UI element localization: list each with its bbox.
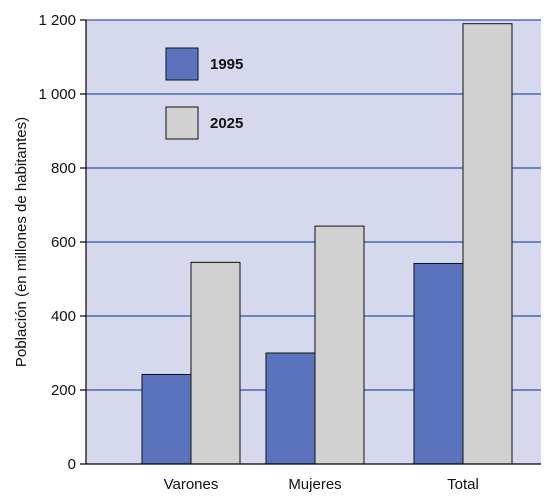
bar-varones-2025 — [190, 261, 241, 465]
legend-swatch-2025 — [165, 106, 199, 140]
y-tick-label: 600 — [51, 234, 76, 251]
y-tick-label: 1 000 — [38, 86, 76, 103]
x-tick-labels: Varones Mujeres Total — [164, 476, 479, 493]
x-tick-label: Varones — [164, 476, 219, 493]
bar-total-2025 — [462, 23, 513, 465]
bar-mujeres-1995 — [265, 352, 316, 465]
bar-mujeres-2025 — [314, 225, 365, 465]
y-tick-label: 200 — [51, 382, 76, 399]
legend-swatch-1995 — [165, 47, 199, 81]
y-tick-labels: 0 200 400 600 800 1 000 1 200 — [38, 12, 76, 473]
y-axis-label: Población (en millones de habitantes) — [13, 117, 30, 367]
bar-total-1995 — [413, 262, 464, 465]
x-tick-label: Mujeres — [288, 476, 341, 493]
y-tick-label: 1 200 — [38, 12, 76, 29]
y-tick-label: 0 — [68, 456, 76, 473]
axes — [80, 19, 541, 465]
y-tick-label: 400 — [51, 308, 76, 325]
legend-label-2025: 2025 — [210, 115, 243, 132]
x-tick-label: Total — [447, 476, 479, 493]
y-tick-label: 800 — [51, 160, 76, 177]
legend-label-1995: 1995 — [210, 56, 243, 73]
bars — [141, 23, 513, 465]
bar-varones-1995 — [141, 373, 192, 465]
legend: 1995 2025 — [165, 47, 243, 140]
